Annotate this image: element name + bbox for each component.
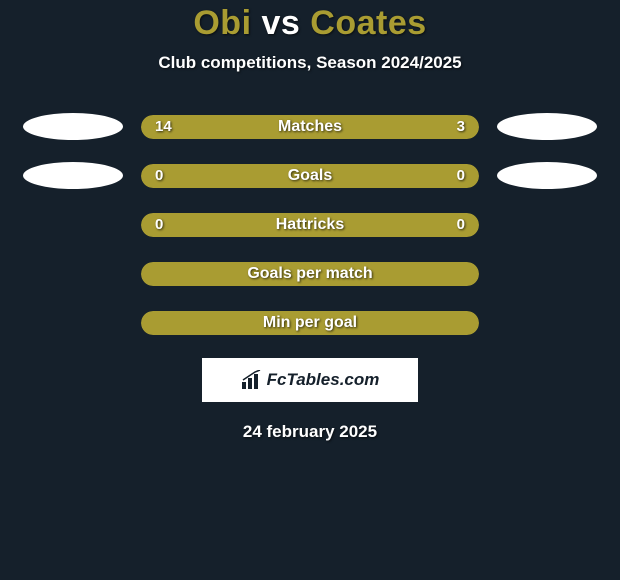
player1-marker (23, 113, 123, 140)
bar-hattricks: 0 Hattricks 0 (141, 213, 479, 237)
placeholder-right (497, 309, 597, 336)
stat-row-gpm: Goals per match (0, 260, 620, 287)
bar-right-hattricks (310, 213, 479, 237)
subtitle: Club competitions, Season 2024/2025 (0, 53, 620, 73)
placeholder-left (23, 309, 123, 336)
bar-goals: 0 Goals 0 (141, 164, 479, 188)
logo-box[interactable]: FcTables.com (202, 358, 418, 402)
comparison-widget: Obi vs Coates Club competitions, Season … (0, 0, 620, 442)
vs-separator: vs (261, 4, 300, 42)
placeholder-right (497, 211, 597, 238)
chart-icon (241, 370, 263, 390)
page-title: Obi vs Coates (0, 4, 620, 43)
bar-full-mpg (141, 311, 479, 335)
placeholder-left (23, 211, 123, 238)
bar-left-hattricks (141, 213, 310, 237)
date-text: 24 february 2025 (0, 422, 620, 442)
bar-right-matches (418, 115, 479, 139)
player2-marker (497, 113, 597, 140)
player1-name: Obi (193, 4, 251, 42)
bar-matches: 14 Matches 3 (141, 115, 479, 139)
bar-full-gpm (141, 262, 479, 286)
bar-right-goals (310, 164, 479, 188)
logo-text: FcTables.com (267, 370, 380, 390)
bar-left-matches (141, 115, 418, 139)
bar-gpm: Goals per match (141, 262, 479, 286)
placeholder-left (23, 260, 123, 287)
stat-row-matches: 14 Matches 3 (0, 113, 620, 140)
bar-mpg: Min per goal (141, 311, 479, 335)
player1-marker (23, 162, 123, 189)
stat-row-mpg: Min per goal (0, 309, 620, 336)
player2-name: Coates (310, 4, 426, 42)
stat-row-goals: 0 Goals 0 (0, 162, 620, 189)
placeholder-right (497, 260, 597, 287)
player2-marker (497, 162, 597, 189)
stat-row-hattricks: 0 Hattricks 0 (0, 211, 620, 238)
bar-left-goals (141, 164, 310, 188)
